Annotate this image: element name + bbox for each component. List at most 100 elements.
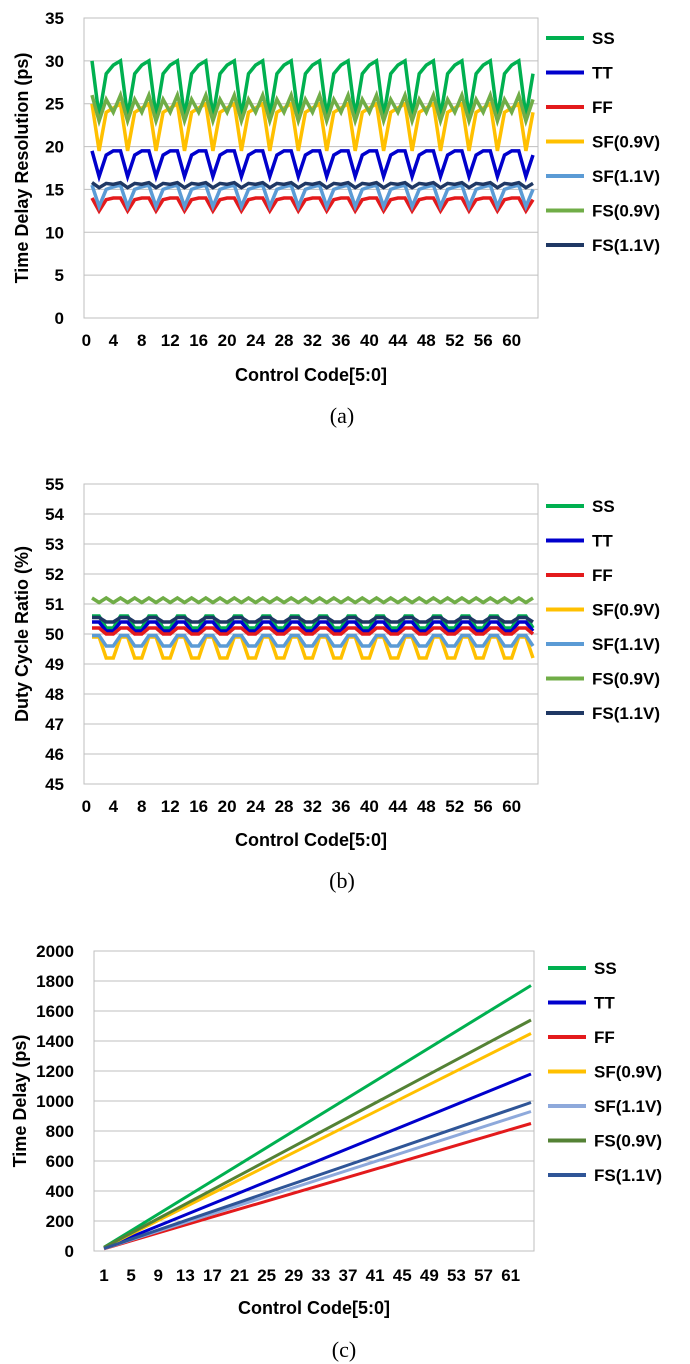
x-tick-label: 12 [161,797,180,816]
y-tick-label: 51 [45,595,64,614]
y-tick-label: 45 [45,775,64,794]
y-axis-title: Duty Cycle Ratio (%) [12,546,32,722]
x-tick-label: 40 [360,797,379,816]
legend-label: SF(0.9V) [592,133,660,152]
x-tick-label: 32 [303,331,322,350]
series-line-ss [90,58,535,117]
y-tick-label: 52 [45,565,64,584]
legend-label: SF(1.1V) [592,635,660,654]
y-tick-label: 400 [46,1182,74,1201]
x-tick-label: 4 [109,331,119,350]
legend-label: FS(1.1V) [594,1166,662,1185]
x-tick-label: 0 [82,797,91,816]
legend-label: FF [592,98,613,117]
x-tick-label: 8 [137,331,146,350]
y-tick-label: 48 [45,685,64,704]
y-tick-label: 25 [45,95,64,114]
y-tick-label: 1000 [36,1092,74,1111]
x-tick-label: 48 [417,331,436,350]
x-tick-label: 16 [189,797,208,816]
x-tick-label: 20 [218,797,237,816]
x-axis-title: Control Code[5:0] [235,830,387,850]
x-tick-label: 1 [99,1266,108,1285]
y-tick-label: 50 [45,625,64,644]
y-tick-label: 46 [45,745,64,764]
x-tick-label: 48 [417,797,436,816]
y-tick-label: 54 [45,505,64,524]
x-tick-label: 8 [137,797,146,816]
y-tick-label: 55 [45,475,64,494]
y-tick-label: 20 [45,138,64,157]
legend-label: SF(0.9V) [594,1063,662,1082]
series-line-fs-0-9v [103,1018,532,1249]
series-line-sf-0-9v [92,635,535,660]
x-axis-title: Control Code[5:0] [235,365,387,385]
x-tick-label: 52 [445,331,464,350]
y-tick-label: 0 [55,309,64,328]
x-tick-label: 60 [502,797,521,816]
x-tick-label: 28 [275,331,294,350]
y-tick-label: 1200 [36,1062,74,1081]
legend-label: TT [594,994,615,1013]
series-line-fs-0-9v [91,595,534,605]
x-tick-label: 17 [203,1266,222,1285]
x-tick-label: 44 [388,797,407,816]
y-tick-label: 15 [45,180,64,199]
legend-label: FS(1.1V) [592,236,660,255]
x-tick-label: 56 [474,331,493,350]
panel-caption: (b) [329,868,355,893]
x-tick-label: 32 [303,797,322,816]
x-tick-label: 40 [360,331,379,350]
x-tick-label: 20 [218,331,237,350]
legend-label: TT [592,64,613,83]
x-tick-label: 61 [501,1266,520,1285]
series-line-fs-1-1v [103,1101,532,1250]
x-tick-label: 0 [82,331,91,350]
x-tick-label: 37 [339,1266,358,1285]
x-tick-label: 36 [331,331,350,350]
x-tick-label: 9 [153,1266,162,1285]
series-line-sf-1-1v [90,183,535,212]
series-line-tt [90,149,535,183]
x-tick-label: 56 [474,797,493,816]
chart-panel-2: 0 200 400 600 800 1000 1200 1400 1600 1800 2000 1 5 9… [10,942,662,1362]
y-tick-label: 600 [46,1152,74,1171]
legend-label: TT [592,532,613,551]
x-tick-label: 41 [366,1266,385,1285]
legend-label: FF [592,566,613,585]
x-tick-label: 29 [284,1266,303,1285]
series-line-fs-1-1v [92,615,534,624]
y-tick-label: 1400 [36,1032,74,1051]
x-tick-label: 45 [393,1266,412,1285]
y-tick-label: 47 [45,715,64,734]
x-tick-label: 49 [420,1266,439,1285]
y-tick-label: 53 [45,535,64,554]
series-line-sf-0-9v [103,1032,532,1250]
y-axis-title: Time Delay Resolution (ps) [12,53,32,284]
legend-label: SS [592,29,615,48]
x-tick-label: 24 [246,331,265,350]
series-line-sf-1-1v [92,633,535,648]
x-tick-label: 44 [388,331,407,350]
legend-label: SS [592,497,615,516]
x-tick-label: 5 [126,1266,135,1285]
panel-caption: (c) [332,1337,356,1362]
series-line-tt [92,620,535,633]
y-tick-label: 1800 [36,972,74,991]
y-tick-label: 30 [45,52,64,71]
x-tick-label: 4 [109,797,119,816]
series-line-ff [90,196,535,215]
y-tick-label: 2000 [36,942,74,961]
legend-label: FS(0.9V) [592,202,660,221]
x-tick-label: 57 [474,1266,493,1285]
legend-label: SS [594,959,617,978]
x-tick-label: 36 [331,797,350,816]
x-tick-label: 52 [445,797,464,816]
y-axis-title: Time Delay (ps) [10,1035,30,1168]
y-tick-label: 200 [46,1212,74,1231]
legend-label: FS(1.1V) [592,704,660,723]
x-tick-label: 21 [230,1266,249,1285]
